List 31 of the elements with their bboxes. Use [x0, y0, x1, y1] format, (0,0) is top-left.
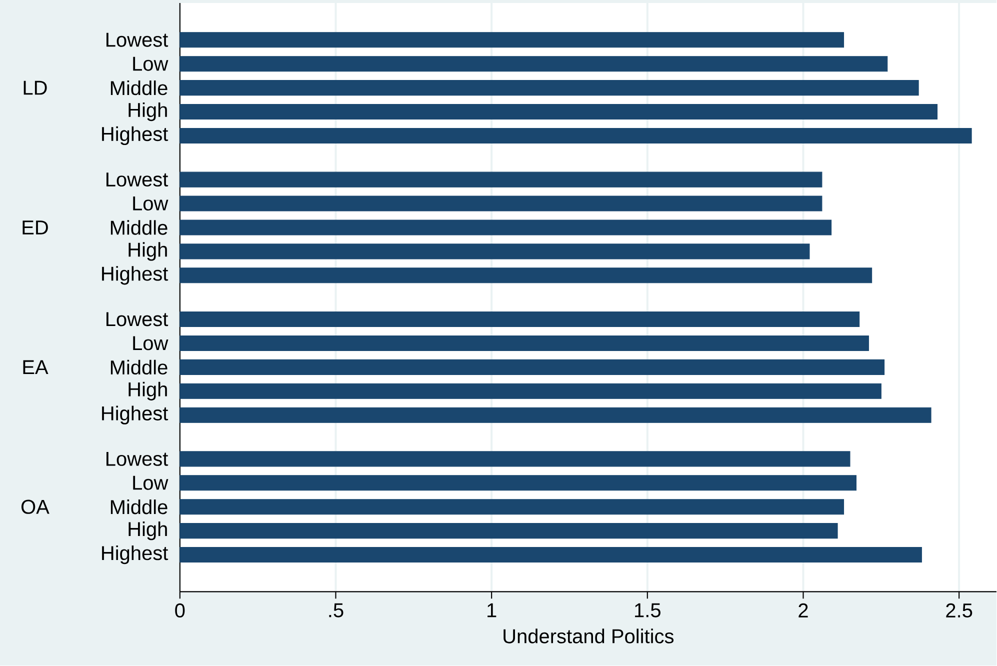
text: LD — [24, 81, 47, 95]
y-tick-label: Middle — [110, 500, 168, 514]
y-tick-label: Middle — [110, 360, 168, 375]
x-tick-label: 0 — [175, 604, 185, 618]
x-tick-label: 2 — [798, 604, 808, 618]
y-tick-label: Middle — [110, 220, 168, 236]
y-tick-label: High — [128, 242, 167, 261]
y-tick-label: Highest — [102, 546, 168, 564]
y-tick-label: Highest — [102, 266, 168, 285]
y-tick-label: Highest — [102, 126, 168, 146]
y-tick-label: Lowest — [106, 312, 168, 326]
x-tick-label: 2.5 — [946, 604, 972, 618]
y-tick-label: High — [128, 382, 167, 401]
y-tick-label: Middle — [110, 80, 168, 96]
y-tick-label: Lowest — [106, 172, 168, 187]
text: EA — [23, 360, 48, 374]
y-tick-label: Low — [133, 57, 168, 71]
y-tick-label: Lowest — [106, 33, 168, 48]
x-tick-label: .5 — [329, 604, 344, 618]
text: ED — [22, 220, 48, 235]
y-tick-label: High — [128, 102, 167, 122]
y-tick-label: Low — [133, 476, 168, 490]
y-tick-label: Low — [133, 196, 168, 211]
x-axis-title: Understand Politics — [504, 628, 674, 644]
y-tick-label: High — [128, 522, 167, 540]
y-tick-label: Low — [133, 336, 168, 350]
y-tick-label: Highest — [102, 406, 168, 425]
x-tick-label: 1 — [488, 604, 496, 618]
y-tick-label: Lowest — [106, 452, 168, 466]
text: OA — [21, 500, 50, 514]
x-tick-label: 1.5 — [635, 604, 660, 618]
